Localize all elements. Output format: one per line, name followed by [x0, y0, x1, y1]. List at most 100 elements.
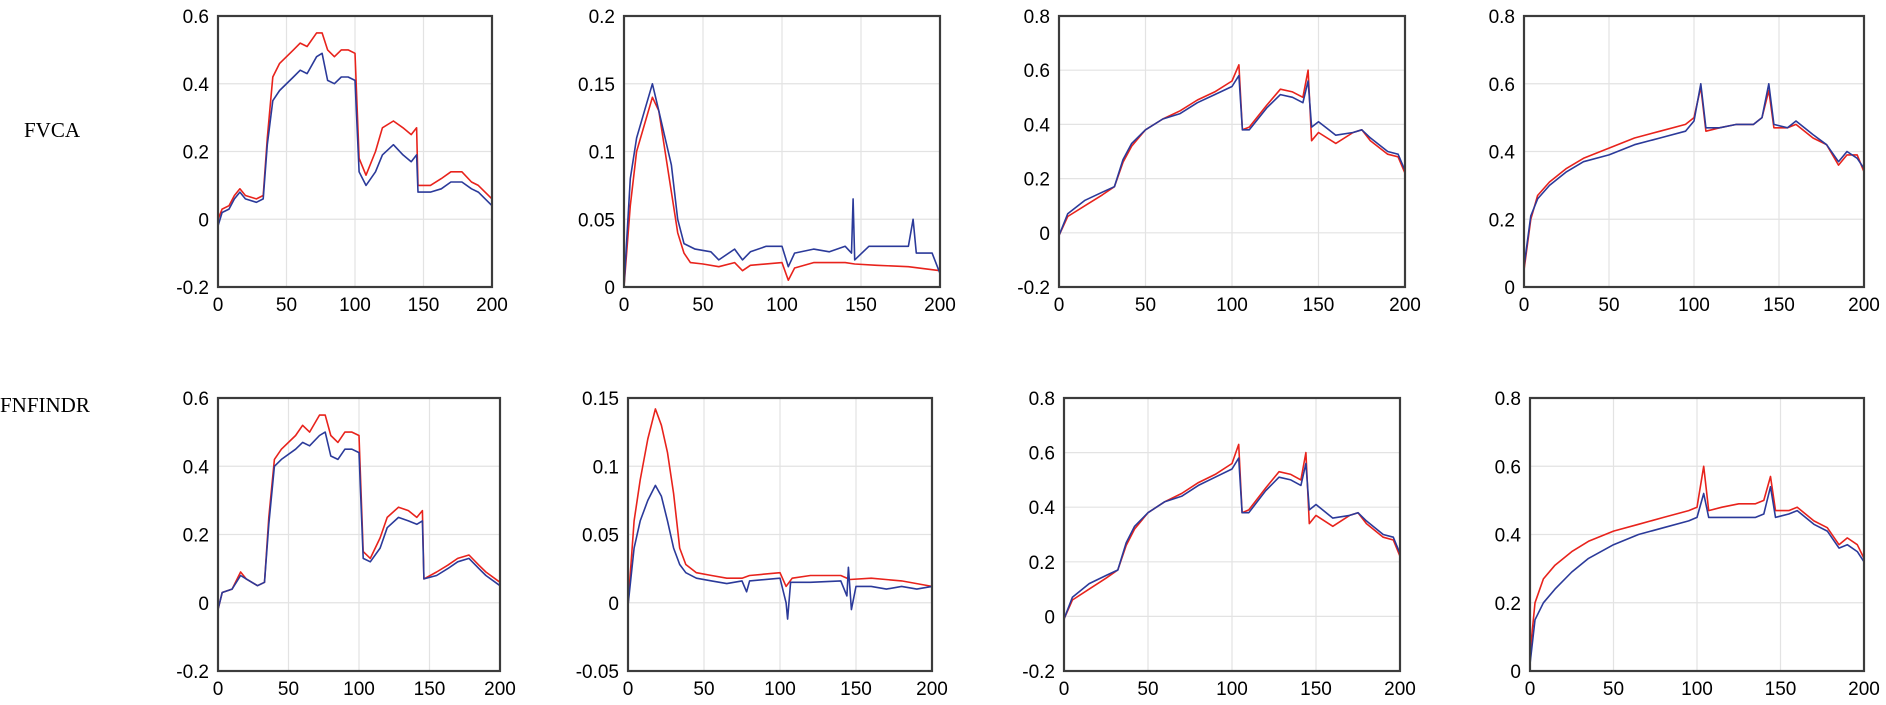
- y-tick-label: 0.6: [1495, 457, 1521, 478]
- plot-frame: [1528, 396, 1866, 673]
- x-tick-label: 150: [1303, 295, 1335, 316]
- x-tick-label: 150: [408, 295, 440, 316]
- y-tick-label: 0.8: [1495, 389, 1521, 410]
- subplot-3: 0 50 100 150 200-0.200.20.40.60.8: [1017, 7, 1421, 316]
- x-tick-label: 50: [1598, 295, 1619, 316]
- x-tick-label: 50: [276, 295, 297, 316]
- y-tick-label: 0.2: [1489, 210, 1515, 231]
- x-tick-label: 50: [1137, 679, 1158, 700]
- y-tick-label: 0.2: [1495, 594, 1521, 615]
- y-tick-label: 0.4: [1029, 498, 1056, 519]
- x-tick-label: 0: [1059, 679, 1070, 700]
- y-tick-label: 0.2: [1024, 170, 1050, 191]
- y-tick-label: 0.4: [1489, 143, 1516, 164]
- x-tick-label: 50: [278, 679, 299, 700]
- plot-frame: [1522, 14, 1866, 289]
- x-tick-label: 200: [924, 295, 956, 316]
- x-tick-label: 200: [476, 295, 508, 316]
- x-tick-label: 100: [766, 295, 798, 316]
- x-tick-label: 150: [1765, 679, 1797, 700]
- row-label-fnfindr: FNFINDR: [0, 393, 90, 417]
- y-tick-label: 0.6: [183, 7, 209, 28]
- x-tick-label: 0: [1519, 295, 1530, 316]
- x-tick-label: 50: [1603, 679, 1624, 700]
- subplot-7: 0 50 100 150 200-0.200.20.40.60.8: [1022, 389, 1416, 700]
- y-tick-label: 0.05: [582, 526, 619, 547]
- x-tick-label: 150: [840, 679, 872, 700]
- x-tick-label: 150: [414, 679, 446, 700]
- x-tick-label: 100: [1216, 679, 1248, 700]
- y-tick-label: -0.05: [576, 662, 619, 683]
- y-tick-label: 0.2: [589, 7, 615, 28]
- x-tick-label: 50: [1135, 295, 1156, 316]
- plot-frame: [1062, 396, 1402, 673]
- subplot-4: 0 50 100 150 200 0 0.2 0.4 0.6 0.8: [1489, 7, 1880, 316]
- x-tick-label: 100: [1216, 295, 1248, 316]
- y-tick-label: 0.2: [1029, 553, 1055, 574]
- y-tick-label: -0.2: [1017, 278, 1050, 299]
- y-tick-label: 0.2: [183, 526, 209, 547]
- x-tick-label: 150: [845, 295, 877, 316]
- series-line-blue: [217, 52, 493, 227]
- y-tick-label: 0.1: [593, 457, 619, 478]
- y-tick-label: 0.8: [1024, 7, 1050, 28]
- y-tick-label: 0: [1039, 224, 1050, 245]
- x-tick-label: 50: [692, 295, 713, 316]
- y-tick-label: 0.6: [1024, 61, 1050, 82]
- x-tick-label: 150: [1300, 679, 1332, 700]
- x-tick-label: 0: [623, 679, 634, 700]
- subplot-8: 0 50 100 150 200 0 0.2 0.4 0.6 0.8: [1495, 389, 1880, 700]
- y-tick-label: 0: [608, 594, 619, 615]
- series-line-blue: [1063, 457, 1401, 620]
- plot-frame: [216, 396, 502, 673]
- series-line-red: [627, 408, 933, 606]
- plot-frame: [1057, 14, 1407, 289]
- x-tick-label: 150: [1763, 295, 1795, 316]
- x-tick-label: 0: [213, 679, 224, 700]
- series-line-blue: [217, 431, 501, 610]
- subplot-1: 0 50 100 150 200-0.200.20.40.6: [176, 7, 508, 316]
- y-tick-label: 0.1: [589, 143, 615, 164]
- y-tick-label: 0: [1504, 278, 1515, 299]
- plot-frame: [216, 14, 494, 289]
- x-tick-label: 200: [1384, 679, 1416, 700]
- y-tick-label: 0.15: [582, 389, 619, 410]
- x-tick-label: 0: [1054, 295, 1065, 316]
- series-line-red: [1529, 465, 1865, 654]
- y-tick-label: 0.2: [183, 143, 209, 164]
- x-tick-label: 100: [1681, 679, 1713, 700]
- series-line-red: [623, 96, 941, 288]
- y-tick-label: 0.6: [1489, 75, 1515, 96]
- y-tick-label: 0.4: [1495, 526, 1522, 547]
- y-tick-label: -0.2: [1022, 662, 1055, 683]
- y-tick-label: 0: [198, 594, 209, 615]
- series-line-blue: [627, 484, 933, 620]
- y-tick-label: 0.05: [578, 210, 615, 231]
- y-tick-label: 0.6: [1029, 444, 1055, 465]
- row-label-fvca: FVCA: [24, 118, 81, 142]
- x-tick-label: 100: [339, 295, 371, 316]
- x-tick-label: 0: [213, 295, 224, 316]
- series-line-blue: [1529, 485, 1865, 665]
- x-tick-label: 100: [1678, 295, 1710, 316]
- subplot-2: 0 50 100 150 200 0 0.05 0.1 0.15 0.2: [578, 7, 956, 316]
- y-tick-label: 0: [1044, 607, 1055, 628]
- x-tick-label: 100: [343, 679, 375, 700]
- y-tick-label: -0.2: [176, 662, 209, 683]
- series-line-blue: [1058, 74, 1406, 236]
- plot-frame: [622, 14, 942, 289]
- x-tick-label: 0: [619, 295, 630, 316]
- y-tick-label: 0.6: [183, 389, 209, 410]
- y-tick-label: 0: [1510, 662, 1521, 683]
- y-tick-label: 0.8: [1029, 389, 1055, 410]
- y-tick-label: 0.8: [1489, 7, 1515, 28]
- x-tick-label: 50: [693, 679, 714, 700]
- x-tick-label: 0: [1525, 679, 1536, 700]
- y-tick-label: -0.2: [176, 278, 209, 299]
- series-line-red: [217, 32, 493, 220]
- y-tick-label: 0.4: [183, 75, 210, 96]
- x-tick-label: 200: [484, 679, 516, 700]
- y-tick-label: 0.4: [1024, 115, 1051, 136]
